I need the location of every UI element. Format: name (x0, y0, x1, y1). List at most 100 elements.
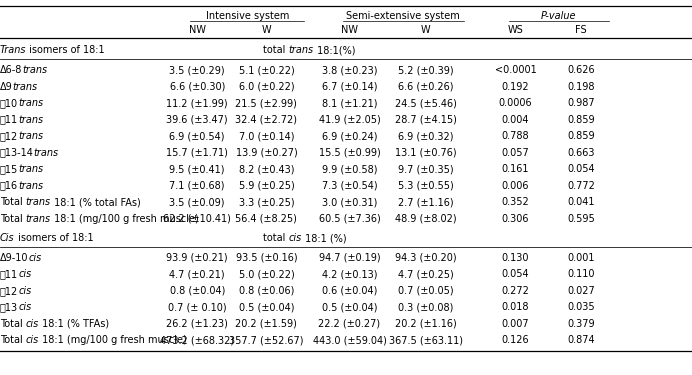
Text: 94.7 (±0.19): 94.7 (±0.19) (318, 253, 381, 263)
Text: trans: trans (18, 164, 44, 174)
Text: 18:1(%): 18:1(%) (313, 45, 355, 56)
Text: 㥉13-14: 㥉13-14 (0, 148, 34, 158)
Text: 9.7 (±0.35): 9.7 (±0.35) (398, 164, 453, 174)
Text: Trans: Trans (0, 45, 26, 56)
Text: 22.2 (±0.27): 22.2 (±0.27) (318, 319, 381, 329)
Text: trans: trans (18, 98, 43, 108)
Text: 9.9 (±0.58): 9.9 (±0.58) (322, 164, 377, 174)
Text: 7.1 (±0.68): 7.1 (±0.68) (170, 181, 225, 190)
Text: 94.3 (±0.20): 94.3 (±0.20) (394, 253, 457, 263)
Text: 18:1 (% total FAs): 18:1 (% total FAs) (51, 197, 140, 207)
Text: 㥉11: 㥉11 (0, 115, 18, 125)
Text: WS: WS (508, 25, 523, 35)
Text: trans: trans (34, 148, 59, 158)
Text: 0.001: 0.001 (567, 253, 595, 263)
Text: 0.7 (± 0.10): 0.7 (± 0.10) (168, 302, 226, 312)
Text: Δ6-8: Δ6-8 (0, 65, 22, 75)
Text: P-value: P-value (541, 11, 576, 21)
Text: 㥉12: 㥉12 (0, 131, 18, 141)
Text: trans: trans (26, 197, 51, 207)
Text: 0.018: 0.018 (502, 302, 529, 312)
Text: 8.2 (±0.43): 8.2 (±0.43) (239, 164, 294, 174)
Text: 3.0 (±0.31): 3.0 (±0.31) (322, 197, 377, 207)
Text: cis: cis (289, 233, 302, 243)
Text: 0.007: 0.007 (502, 319, 529, 329)
Text: cis: cis (28, 253, 42, 263)
Text: cis: cis (18, 269, 31, 279)
Text: trans: trans (26, 214, 51, 223)
Text: 0.161: 0.161 (502, 164, 529, 174)
Text: 6.7 (±0.14): 6.7 (±0.14) (322, 82, 377, 92)
Text: 13.1 (±0.76): 13.1 (±0.76) (394, 148, 457, 158)
Text: Total: Total (0, 335, 26, 345)
Text: W: W (262, 25, 271, 35)
Text: 0.027: 0.027 (567, 286, 595, 296)
Text: 0.595: 0.595 (567, 214, 595, 223)
Text: 0.0006: 0.0006 (499, 98, 532, 108)
Text: 21.5 (±2.99): 21.5 (±2.99) (235, 98, 298, 108)
Text: 4.7 (±0.21): 4.7 (±0.21) (170, 269, 225, 279)
Text: 0.626: 0.626 (567, 65, 595, 75)
Text: isomers of 18:1: isomers of 18:1 (26, 45, 105, 56)
Text: 0.352: 0.352 (502, 197, 529, 207)
Text: 6.9 (±0.54): 6.9 (±0.54) (170, 131, 225, 141)
Text: cis: cis (26, 319, 39, 329)
Text: 0.859: 0.859 (567, 131, 595, 141)
Text: 6.9 (±0.24): 6.9 (±0.24) (322, 131, 377, 141)
Text: 6.6 (±0.30): 6.6 (±0.30) (170, 82, 225, 92)
Text: 443.0 (±59.04): 443.0 (±59.04) (313, 335, 386, 345)
Text: 5.2 (±0.39): 5.2 (±0.39) (398, 65, 453, 75)
Text: 3.5 (±0.09): 3.5 (±0.09) (170, 197, 225, 207)
Text: 41.9 (±2.05): 41.9 (±2.05) (318, 115, 381, 125)
Text: 5.1 (±0.22): 5.1 (±0.22) (239, 65, 294, 75)
Text: 15.7 (±1.71): 15.7 (±1.71) (166, 148, 228, 158)
Text: 18:1 (mg/100 g fresh muscle): 18:1 (mg/100 g fresh muscle) (39, 335, 187, 345)
Text: 0.035: 0.035 (567, 302, 595, 312)
Text: trans: trans (12, 82, 38, 92)
Text: 0.8 (±0.04): 0.8 (±0.04) (170, 286, 225, 296)
Text: 9.5 (±0.41): 9.5 (±0.41) (170, 164, 225, 174)
Text: 56.4 (±8.25): 56.4 (±8.25) (235, 214, 298, 223)
Text: 0.379: 0.379 (567, 319, 595, 329)
Text: total: total (263, 45, 289, 56)
Text: 18:1 (%): 18:1 (%) (302, 233, 346, 243)
Text: Cis: Cis (0, 233, 15, 243)
Text: 0.110: 0.110 (567, 269, 595, 279)
Text: cis: cis (18, 302, 31, 312)
Text: 357.7 (±52.67): 357.7 (±52.67) (229, 335, 304, 345)
Text: 2.7 (±1.16): 2.7 (±1.16) (398, 197, 453, 207)
Text: 0.198: 0.198 (567, 82, 595, 92)
Text: 3.3 (±0.25): 3.3 (±0.25) (239, 197, 294, 207)
Text: 0.788: 0.788 (502, 131, 529, 141)
Text: 0.126: 0.126 (502, 335, 529, 345)
Text: W: W (421, 25, 430, 35)
Text: Δ9-10: Δ9-10 (0, 253, 28, 263)
Text: 0.663: 0.663 (567, 148, 595, 158)
Text: 0.306: 0.306 (502, 214, 529, 223)
Text: 0.772: 0.772 (567, 181, 595, 190)
Text: 8.1 (±1.21): 8.1 (±1.21) (322, 98, 377, 108)
Text: 6.6 (±0.26): 6.6 (±0.26) (398, 82, 453, 92)
Text: 28.7 (±4.15): 28.7 (±4.15) (394, 115, 457, 125)
Text: 20.2 (±1.59): 20.2 (±1.59) (235, 319, 298, 329)
Text: 3.8 (±0.23): 3.8 (±0.23) (322, 65, 377, 75)
Text: 5.9 (±0.25): 5.9 (±0.25) (239, 181, 294, 190)
Text: 93.9 (±0.21): 93.9 (±0.21) (166, 253, 228, 263)
Text: 13.9 (±0.27): 13.9 (±0.27) (235, 148, 298, 158)
Text: trans: trans (18, 131, 44, 141)
Text: trans: trans (289, 45, 313, 56)
Text: isomers of 18:1: isomers of 18:1 (15, 233, 93, 243)
Text: 6.9 (±0.32): 6.9 (±0.32) (398, 131, 453, 141)
Text: 0.004: 0.004 (502, 115, 529, 125)
Text: FS: FS (576, 25, 587, 35)
Text: 0.5 (±0.04): 0.5 (±0.04) (322, 302, 377, 312)
Text: NW: NW (189, 25, 206, 35)
Text: Total: Total (0, 214, 26, 223)
Text: 15.5 (±0.99): 15.5 (±0.99) (318, 148, 381, 158)
Text: 0.874: 0.874 (567, 335, 595, 345)
Text: 93.5 (±0.16): 93.5 (±0.16) (235, 253, 298, 263)
Text: 48.9 (±8.02): 48.9 (±8.02) (394, 214, 457, 223)
Text: 473.2 (±68.32): 473.2 (±68.32) (160, 335, 235, 345)
Text: 5.0 (±0.22): 5.0 (±0.22) (239, 269, 294, 279)
Text: 㥉10: 㥉10 (0, 98, 18, 108)
